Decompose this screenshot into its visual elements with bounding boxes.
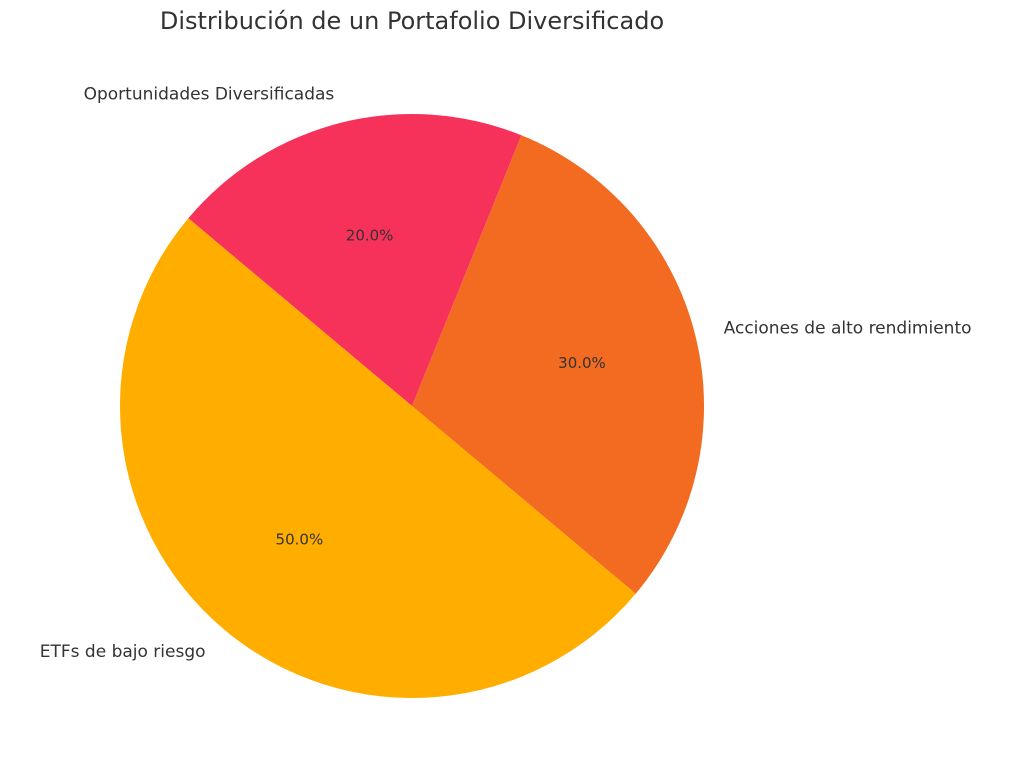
percent-label: 20.0%	[346, 227, 394, 245]
chart-title: Distribución de un Portafolio Diversific…	[160, 7, 664, 35]
slice-label: Oportunidades Diversificadas	[84, 84, 335, 104]
pie-slice	[120, 218, 636, 698]
percent-label: 30.0%	[558, 354, 606, 372]
pie-slice	[188, 113, 522, 406]
slice-label: Acciones de alto rendimiento	[724, 318, 972, 338]
percent-label: 50.0%	[276, 531, 324, 549]
pie-slice	[412, 135, 704, 594]
slice-label: ETFs de bajo riesgo	[40, 642, 206, 662]
